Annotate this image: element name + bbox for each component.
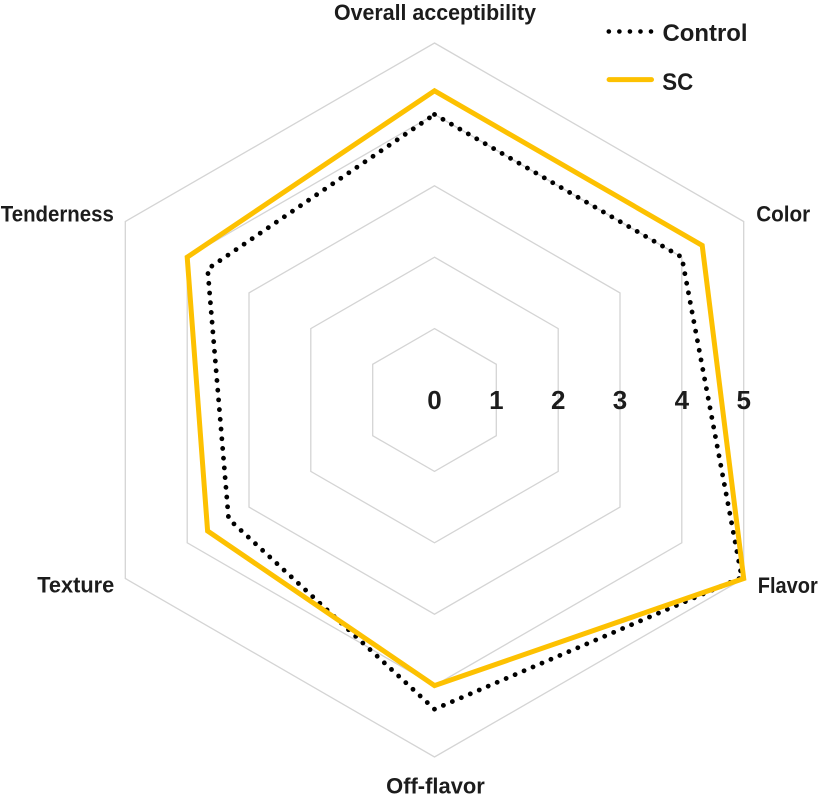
svg-text:0: 0: [427, 385, 441, 415]
svg-text:4: 4: [675, 385, 690, 415]
svg-text:Control: Control: [663, 20, 748, 47]
svg-text:SC: SC: [662, 69, 693, 96]
svg-text:Overall acceptibility: Overall acceptibility: [334, 0, 537, 25]
svg-text:2: 2: [551, 385, 565, 415]
svg-text:Off-flavor: Off-flavor: [386, 774, 485, 798]
svg-text:Flavor: Flavor: [758, 573, 818, 598]
svg-text:Texture: Texture: [37, 573, 114, 598]
svg-text:5: 5: [736, 385, 750, 415]
svg-text:1: 1: [489, 385, 503, 415]
svg-text:3: 3: [613, 385, 627, 415]
svg-text:Color: Color: [756, 201, 810, 226]
svg-text:Tenderness: Tenderness: [1, 202, 114, 227]
